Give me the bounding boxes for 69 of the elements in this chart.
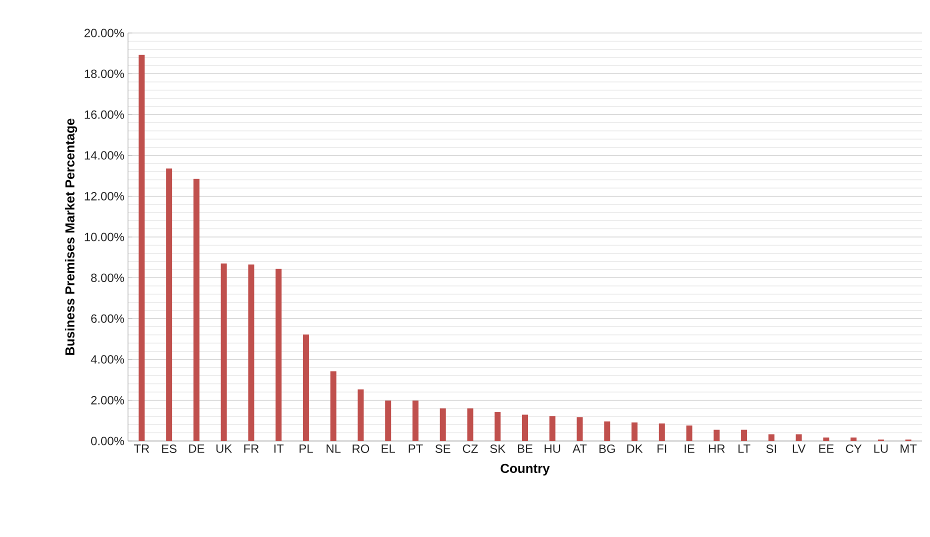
y-tick-label: 0.00%: [91, 436, 124, 446]
x-tick-label: SE: [435, 444, 450, 453]
x-tick-label: BG: [599, 444, 615, 453]
bar: [440, 408, 446, 441]
bar: [358, 389, 364, 441]
y-tick-label: 10.00%: [84, 232, 124, 242]
bar: [193, 178, 200, 441]
x-tick-label: DK: [627, 444, 643, 453]
bar: [467, 408, 474, 441]
x-tick-label: LT: [738, 444, 750, 453]
bar: [330, 371, 336, 441]
bar: [741, 430, 748, 441]
x-tick-label: PT: [408, 444, 423, 453]
y-axis-title: Business Premises Market Percentage: [64, 118, 78, 355]
bar: [686, 425, 692, 441]
x-tick-label: BE: [518, 444, 532, 453]
bar: [166, 168, 172, 441]
x-tick-label: IT: [274, 444, 284, 453]
x-tick-label: EE: [819, 444, 834, 453]
y-tick-label: 8.00%: [91, 274, 124, 282]
x-tick-label: UK: [216, 444, 232, 453]
bar: [412, 400, 418, 441]
bar: [658, 423, 665, 441]
bar: [220, 264, 227, 441]
bar: [276, 268, 282, 441]
y-tick-label: 2.00%: [91, 396, 124, 404]
bar: [604, 421, 610, 441]
bar: [138, 54, 145, 441]
bar: [714, 430, 720, 441]
bar: [576, 417, 583, 441]
x-tick-label: RO: [352, 444, 370, 453]
bar: [850, 438, 857, 441]
y-tick-label: 4.00%: [90, 355, 124, 364]
y-tick-label: 6.00%: [91, 314, 124, 323]
y-tick-label: 18.00%: [84, 70, 124, 78]
x-tick-label: LU: [874, 444, 888, 453]
x-tick-label: TR: [134, 444, 150, 453]
bar: [632, 422, 638, 441]
x-tick-label: AT: [572, 444, 587, 453]
x-tick-label: ES: [162, 444, 176, 453]
x-tick-label: NL: [326, 444, 341, 453]
bar: [522, 414, 528, 441]
x-tick-label: EL: [382, 444, 396, 453]
x-tick-label: FR: [244, 444, 259, 453]
x-tick-label: SK: [490, 444, 506, 453]
x-tick-label: LV: [792, 444, 806, 453]
bar: [823, 438, 830, 441]
x-tick-label: DE: [189, 444, 204, 453]
bar: [768, 434, 774, 441]
x-tick-label: MT: [900, 444, 917, 453]
x-tick-label: PL: [300, 444, 313, 453]
x-axis-title: Country: [500, 464, 550, 476]
bar: [248, 264, 254, 441]
bar: [796, 434, 802, 441]
bar: [549, 416, 556, 441]
bar: [494, 412, 501, 441]
y-tick-label: 12.00%: [84, 192, 124, 200]
x-tick-label: IE: [684, 444, 694, 453]
x-tick-label: CY: [846, 444, 862, 453]
bar: [385, 400, 392, 441]
y-tick-label: 14.00%: [84, 151, 124, 160]
y-tick-label: 20.00%: [84, 28, 124, 38]
x-tick-label: HR: [709, 444, 725, 453]
x-tick-label: CZ: [462, 444, 478, 453]
y-tick-label: 16.00%: [84, 110, 124, 119]
x-tick-label: HU: [544, 444, 560, 453]
x-tick-label: SI: [766, 444, 776, 453]
x-tick-label: FI: [658, 444, 666, 453]
bar: [302, 334, 309, 441]
